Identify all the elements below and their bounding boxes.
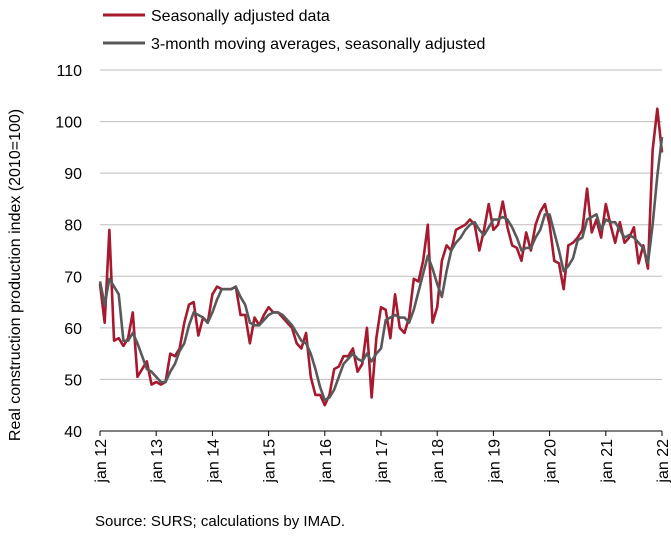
x-tick-label: jan 14	[205, 439, 222, 484]
x-tick-label: jan 18	[430, 439, 447, 484]
legend-label-seasonally-adjusted: Seasonally adjusted data	[151, 8, 330, 25]
gridlines	[100, 69, 662, 380]
y-tick-label: 50	[64, 372, 82, 389]
y-tick-label: 70	[64, 269, 82, 286]
x-tick-label: jan 21	[599, 439, 616, 484]
x-tick-label: jan 22	[655, 439, 671, 484]
y-axis-title: Real construction production index (2010…	[7, 109, 24, 441]
x-axis-tick-labels: jan 12 jan 13 jan 14 jan 15 jan 16 jan 17 jan …	[93, 431, 671, 484]
y-tick-label: 60	[64, 321, 82, 338]
series-line-seasonally-adjusted	[98, 107, 664, 407]
x-tick-label: jan 13	[149, 439, 166, 484]
x-tick-label: jan 17	[374, 439, 391, 484]
y-tick-label: 80	[64, 218, 82, 235]
x-tick-label: jan 20	[543, 439, 560, 484]
chart-legend: Seasonally adjusted data 3-month moving …	[103, 8, 485, 53]
plot-series	[98, 107, 664, 407]
x-tick-label: jan 19	[486, 439, 503, 484]
x-tick-label: jan 15	[262, 439, 279, 484]
y-tick-label: 40	[64, 424, 82, 441]
y-tick-label: 100	[55, 115, 82, 132]
x-tick-label: jan 16	[318, 439, 335, 484]
y-tick-label: 110	[56, 63, 82, 80]
x-tick-label: jan 12	[93, 439, 110, 484]
source-note: Source: SURS; calculations by IMAD.	[95, 513, 346, 530]
series-line-moving-average	[98, 136, 664, 402]
y-axis-tick-labels: 40 50 60 70 80 90 100 110	[55, 63, 82, 441]
y-tick-label: 90	[64, 166, 82, 183]
legend-label-moving-average: 3-month moving averages, seasonally adju…	[151, 36, 485, 53]
